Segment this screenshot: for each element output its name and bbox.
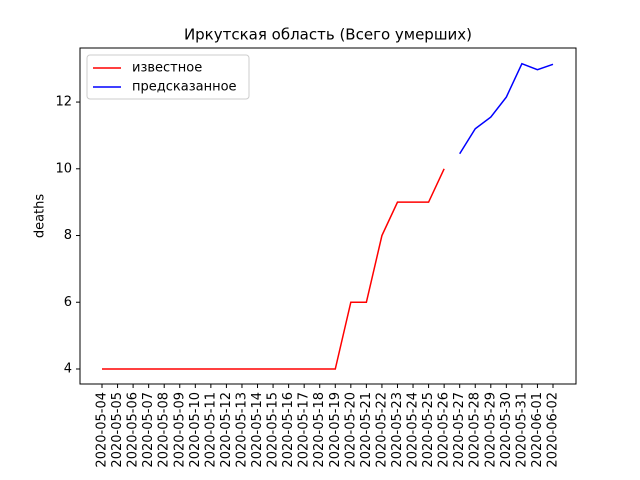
x-tick-label: 2020-06-01: [530, 392, 545, 468]
x-tick-label: 2020-05-07: [141, 392, 156, 468]
y-tick-label: 8: [64, 228, 72, 243]
x-tick-label: 2020-05-16: [281, 392, 296, 468]
y-tick-label: 10: [55, 161, 72, 176]
legend-box: [86, 54, 250, 100]
x-tick-label: 2020-05-19: [328, 392, 343, 468]
x-tick-label: 2020-05-30: [499, 392, 514, 468]
x-tick-label: 2020-05-27: [452, 392, 467, 468]
legend-label: известное: [132, 61, 202, 76]
legend-label: предсказанное: [132, 80, 237, 95]
x-tick-label: 2020-05-12: [219, 392, 234, 468]
chart-title: Иркутская область (Всего умерших): [184, 26, 472, 44]
y-tick-label: 12: [55, 95, 72, 110]
y-tick-label: 6: [64, 295, 72, 310]
y-axis-label: deaths: [33, 194, 48, 239]
x-tick-label: 2020-05-08: [157, 392, 172, 468]
x-tick-label: 2020-05-26: [437, 392, 452, 468]
x-tick-label: 2020-05-17: [297, 392, 312, 468]
data-line: [102, 168, 445, 370]
x-tick-label: 2020-05-11: [203, 392, 218, 468]
x-tick-label: 2020-05-09: [172, 392, 187, 468]
plot-frame: [79, 47, 577, 385]
x-tick-label: 2020-05-14: [250, 392, 265, 468]
x-tick-label: 2020-05-10: [188, 392, 203, 468]
x-tick-label: 2020-05-31: [514, 392, 529, 468]
x-tick-label: 2020-05-23: [390, 392, 405, 468]
data-line: [459, 62, 554, 155]
x-tick-label: 2020-05-29: [483, 392, 498, 468]
x-tick-label: 2020-05-22: [374, 392, 389, 468]
x-tick-label: 2020-05-13: [234, 392, 249, 468]
x-tick-label: 2020-05-04: [95, 392, 110, 468]
x-tick-label: 2020-05-15: [266, 392, 281, 468]
x-tick-label: 2020-05-28: [468, 392, 483, 468]
x-tick-label: 2020-05-20: [343, 392, 358, 468]
x-tick-label: 2020-05-05: [110, 392, 125, 468]
x-tick-label: 2020-05-24: [406, 392, 421, 468]
x-tick-label: 2020-05-18: [312, 392, 327, 468]
x-tick-label: 2020-05-06: [126, 392, 141, 468]
x-tick-label: 2020-06-02: [546, 392, 561, 468]
x-tick-label: 2020-05-21: [359, 392, 374, 468]
x-tick-label: 2020-05-25: [421, 392, 436, 468]
y-tick-label: 4: [64, 361, 72, 376]
